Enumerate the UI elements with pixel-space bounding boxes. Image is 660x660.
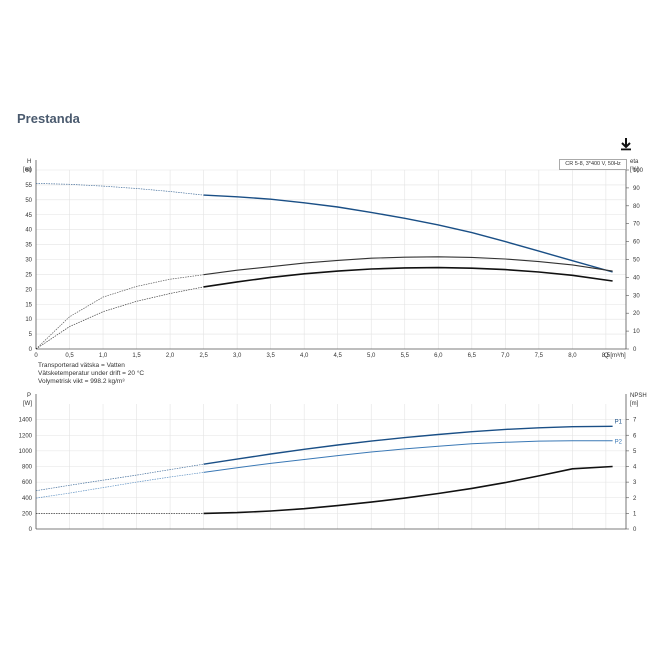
x-tick-label: 1,0 (99, 353, 108, 359)
series-label: P2 (615, 440, 623, 446)
right-tick-label: 10 (633, 329, 640, 335)
right-tick-label: 60 (633, 240, 640, 246)
left-tick-label: 45 (25, 213, 32, 219)
series-extrapolated-line (35, 472, 204, 499)
series-line (203, 266, 613, 288)
right-tick-label: 0 (633, 347, 637, 353)
series-extrapolated-line (35, 183, 204, 196)
series-extrapolated-line (35, 286, 204, 350)
series-line (203, 194, 613, 273)
x-tick-label: 2,5 (199, 353, 208, 359)
left-tick-label: 1400 (19, 418, 33, 424)
left-tick-label: 200 (22, 511, 33, 517)
fluid-info-line: Transporterad vätska = Vatten (38, 362, 125, 369)
left-tick-label: 0 (29, 347, 33, 353)
right-axis-unit: [m] (630, 401, 639, 407)
left-tick-label: 25 (25, 272, 32, 278)
x-tick-label: 7,0 (501, 353, 510, 359)
right-tick-label: 20 (633, 311, 640, 317)
series-line (203, 256, 613, 276)
right-tick-label: 4 (633, 465, 637, 471)
left-axis-unit: P (27, 393, 31, 399)
x-tick-label: 8,0 (568, 353, 577, 359)
series-line (203, 440, 613, 473)
right-axis-unit: eta (630, 159, 639, 165)
x-tick-label: 1,5 (132, 353, 141, 359)
page-title: Prestanda (17, 111, 80, 126)
right-tick-label: 5 (633, 449, 637, 455)
left-tick-label: 60 (25, 168, 32, 174)
series-label: P1 (615, 419, 623, 425)
x-tick-label: 4,5 (334, 353, 343, 359)
left-axis-unit: H (27, 159, 31, 165)
x-tick-label: 5,0 (367, 353, 376, 359)
right-tick-label: 0 (633, 527, 637, 533)
left-axis-unit: [W] (23, 401, 32, 407)
right-tick-label: 30 (633, 293, 640, 299)
series-line (203, 425, 613, 465)
x-tick-label: 6,0 (434, 353, 443, 359)
x-tick-label: 6,5 (468, 353, 477, 359)
x-tick-label: 5,5 (401, 353, 410, 359)
left-tick-label: 1000 (19, 449, 33, 455)
right-tick-label: 40 (633, 275, 640, 281)
left-tick-label: 20 (25, 287, 32, 293)
right-axis-unit: [%] (630, 167, 639, 173)
left-tick-label: 50 (25, 198, 32, 204)
download-icon[interactable] (618, 136, 634, 152)
right-tick-label: 90 (633, 186, 640, 192)
x-tick-label: 8,5 (602, 353, 611, 359)
series-extrapolated-line (35, 274, 204, 350)
bottom-chart-group: 0 200 400 600 800 1000 1200 1400 0 1 2 3 4 5 6 7 P [W] NPS… (19, 393, 647, 533)
x-tick-label: 7,5 (535, 353, 544, 359)
x-tick-label: 0,5 (65, 353, 74, 359)
right-tick-label: 2 (633, 496, 637, 502)
x-axis-unit: Q [m³/h] (604, 353, 626, 359)
left-tick-label: 0 (29, 527, 33, 533)
fluid-info-line: Vätsketemperatur under drift = 20 °C (38, 370, 145, 377)
left-tick-label: 55 (25, 183, 32, 189)
right-tick-label: 6 (633, 433, 637, 439)
series-line (203, 465, 613, 515)
left-tick-label: 5 (29, 332, 33, 338)
top-chart-group: 0 5 10 15 20 25 30 35 40 45 50 55 60 0 10 20 30 40 50 60 70 8… (23, 159, 644, 359)
right-tick-label: 80 (633, 204, 640, 210)
left-tick-label: 600 (22, 480, 33, 486)
x-tick-label: 3,0 (233, 353, 242, 359)
left-tick-label: 15 (25, 302, 32, 308)
right-axis-unit: NPSH (630, 393, 647, 399)
fluid-info: Transporterad vätska = Vatten Vätsketemp… (38, 362, 144, 386)
x-tick-label: 2,0 (166, 353, 175, 359)
x-tick-label: 4,0 (300, 353, 309, 359)
fluid-info-line: Volymetrisk vikt = 998.2 kg/m³ (38, 378, 125, 385)
left-tick-label: 35 (25, 243, 32, 249)
left-tick-label: 10 (25, 317, 32, 323)
left-tick-label: 30 (25, 258, 32, 264)
series-extrapolated-line (35, 463, 204, 492)
x-tick-label: 3,5 (266, 353, 275, 359)
left-tick-label: 40 (25, 228, 32, 234)
right-tick-label: 50 (633, 258, 640, 264)
right-tick-label: 7 (633, 418, 637, 424)
left-tick-label: 1200 (19, 433, 33, 439)
right-tick-label: 1 (633, 511, 637, 517)
x-tick-label: 0 (34, 353, 38, 359)
left-axis-unit: [m] (23, 167, 32, 173)
right-tick-label: 100 (633, 168, 644, 174)
left-tick-label: 800 (22, 465, 33, 471)
left-tick-label: 400 (22, 496, 33, 502)
chart-legend-box: CR 5-8, 3*400 V, 50Hz (559, 159, 627, 170)
right-tick-label: 3 (633, 480, 637, 486)
right-tick-label: 70 (633, 222, 640, 228)
